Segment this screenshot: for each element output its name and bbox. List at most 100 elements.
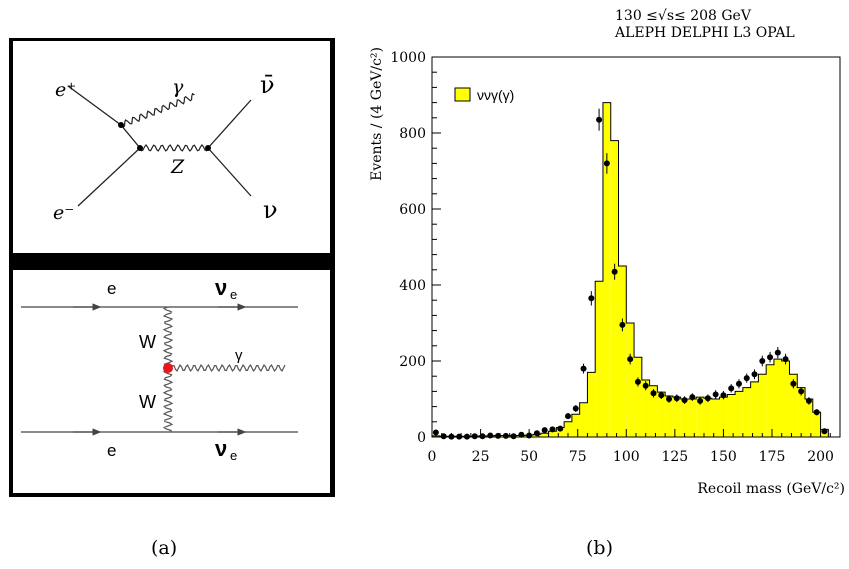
data-point	[549, 426, 556, 433]
histogram-bar	[742, 387, 751, 437]
data-point	[658, 392, 665, 399]
label-z: Z	[170, 156, 185, 178]
histogram-bar	[610, 140, 619, 437]
data-point	[681, 397, 688, 404]
histogram-bar	[672, 397, 681, 437]
data-point	[712, 391, 719, 398]
data-point	[650, 390, 657, 397]
data-point	[541, 427, 548, 434]
data-point	[502, 432, 509, 439]
legend-label: ννγ(γ)	[477, 87, 514, 103]
histogram-bar	[540, 433, 549, 437]
label-nue-bottom: ν	[215, 436, 227, 461]
data-point	[821, 428, 828, 435]
x-tick-label: 75	[569, 449, 587, 465]
data-point	[813, 409, 820, 416]
label-nue-bottom-sub: e	[230, 448, 237, 463]
feynman-diagram-top-svg: e⁺ e⁻ γ Z ν̄ ν	[53, 71, 278, 224]
data-point	[471, 433, 478, 440]
histogram-bar	[797, 387, 806, 437]
y-tick-label: 400	[399, 278, 426, 294]
feynman-diagram-z-exchange: e⁺ e⁻ γ Z ν̄ ν	[13, 41, 330, 253]
panel-label-b: (b)	[586, 537, 613, 559]
label-gamma-bottom: γ	[235, 347, 243, 364]
data-point	[673, 395, 680, 402]
data-point	[666, 396, 673, 402]
data-point	[759, 358, 766, 364]
data-point	[596, 116, 603, 123]
data-point	[510, 433, 517, 440]
histogram-bar	[564, 421, 572, 437]
z-boson-wave	[139, 144, 209, 152]
x-axis-ticks: 0 25 50 75 100 125 150 175 200	[428, 429, 841, 465]
histogram-bar	[704, 398, 712, 437]
data-point	[634, 378, 641, 385]
label-e-top: e	[107, 279, 116, 298]
label-neutrino: ν	[263, 196, 278, 224]
x-tick-label: 125	[661, 449, 688, 465]
label-nue-top-sub: e	[230, 287, 237, 302]
y-axis-title: Events / (4 GeV/c²)	[369, 47, 385, 181]
data-point	[767, 354, 774, 361]
positron-line	[67, 85, 122, 126]
panel-label-a: (a)	[151, 537, 178, 559]
histogram-bar	[805, 399, 813, 437]
histogram-bar	[626, 323, 635, 437]
chart-header-energy: 130 ≤√s≤ 208 GeV	[615, 8, 752, 24]
data-point	[805, 397, 812, 404]
data-point	[689, 394, 696, 401]
histogram-bar	[680, 399, 689, 437]
histogram-bar	[579, 402, 588, 437]
data-point	[790, 380, 797, 387]
recoil-mass-chart: 130 ≤√s≤ 208 GeV ALEPH DELPHI L3 OPAL 0 2…	[369, 8, 845, 497]
data-point	[735, 380, 742, 387]
histogram-bar	[618, 266, 627, 437]
data-point	[627, 356, 634, 363]
histogram-bar	[602, 102, 611, 437]
photon-wave	[120, 92, 195, 128]
wwgamma-vertex	[163, 363, 173, 373]
histogram-bar	[587, 372, 596, 437]
x-tick-label: 150	[710, 449, 737, 465]
histogram-bar	[812, 412, 821, 437]
histogram-bar	[649, 385, 658, 437]
label-gamma: γ	[172, 76, 184, 98]
legend-swatch	[454, 87, 471, 102]
histogram-bar	[657, 392, 666, 437]
y-tick-label: 200	[399, 354, 426, 370]
x-tick-label: 25	[472, 449, 490, 465]
data-point	[751, 371, 758, 378]
x-tick-label: 175	[759, 449, 786, 465]
data-point	[588, 295, 595, 302]
data-point	[782, 356, 789, 363]
data-point	[728, 385, 735, 392]
antineutrino-line	[207, 99, 252, 149]
histogram-bar	[571, 414, 580, 437]
data-point	[720, 392, 727, 399]
histogram-bar	[766, 364, 774, 437]
data-point	[611, 268, 618, 275]
label-e-plus: e⁺	[55, 79, 76, 101]
x-tick-label: 50	[520, 449, 538, 465]
y-tick-label: 1000	[390, 50, 426, 66]
data-point	[704, 395, 711, 402]
data-point	[798, 388, 805, 395]
histogram-bar	[696, 397, 704, 437]
data-point	[580, 365, 587, 372]
histogram-bar	[641, 380, 650, 437]
vertex-z-right	[205, 145, 211, 151]
data-point	[697, 397, 704, 404]
histogram-bar	[711, 399, 720, 437]
label-w-top: W	[139, 332, 156, 352]
vertex-z-left	[137, 145, 143, 151]
histogram-bar	[773, 359, 782, 437]
y-tick-label: 600	[399, 202, 426, 218]
chart-header-experiments: ALEPH DELPHI L3 OPAL	[614, 25, 795, 41]
histogram-bar	[735, 391, 743, 437]
histogram-bar	[634, 357, 642, 437]
histogram-bar	[781, 361, 790, 437]
neutrino-line	[207, 147, 252, 197]
histogram-bar	[432, 435, 440, 437]
histogram-bar	[758, 374, 767, 437]
label-e-bottom: e	[107, 441, 116, 460]
